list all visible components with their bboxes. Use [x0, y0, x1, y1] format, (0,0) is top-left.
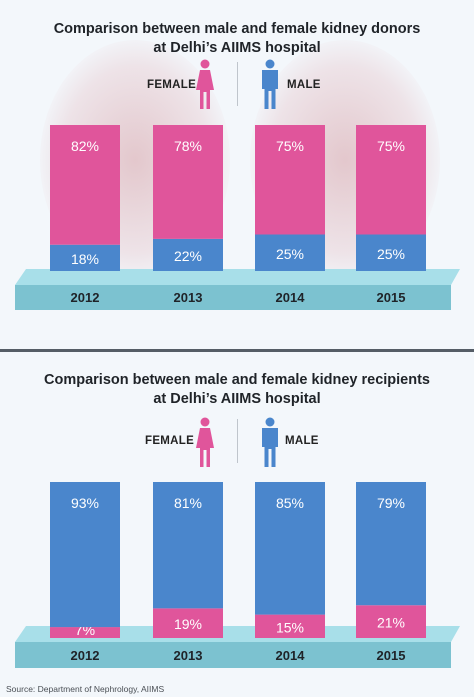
donors-data-label-male-2013: 22%	[174, 248, 202, 264]
donors-data-label-male-2012: 18%	[71, 251, 99, 267]
male-person-icon	[262, 417, 278, 467]
recipients-legend-separator	[237, 419, 238, 463]
donors-tick-label-2012: 2012	[71, 290, 100, 305]
recipients-data-label-male-2014: 85%	[276, 495, 304, 511]
recipients-tick-label-2012: 2012	[71, 648, 100, 663]
recipients-platform-front	[15, 642, 451, 668]
donors-data-label-female-2012: 82%	[71, 138, 99, 154]
recipients-bar-male-2012	[50, 482, 120, 628]
donors-bar-male-2013	[153, 238, 223, 271]
recipients-tick-label-2014: 2014	[276, 648, 306, 663]
recipients-panel: Comparison between male and female kidne…	[0, 353, 474, 697]
male-person-icon	[262, 59, 278, 109]
recipients-data-label-male-2012: 93%	[71, 495, 99, 511]
donors-data-label-female-2013: 78%	[174, 138, 202, 154]
recipients-data-label-male-2015: 79%	[377, 495, 405, 511]
donors-panel: Comparison between male and female kidne…	[0, 20, 474, 109]
donors-chart-title: Comparison between male and female kidne…	[0, 20, 474, 58]
donors-bar-female-2014	[255, 125, 325, 235]
donors-legend-separator	[237, 62, 238, 106]
donors-bar-female-2013	[153, 125, 223, 239]
donors-data-label-male-2014: 25%	[276, 246, 304, 262]
recipients-tick-label-2013: 2013	[174, 648, 203, 663]
recipients-bar-female-2013	[153, 608, 223, 638]
recipients-tick-label-2015: 2015	[377, 648, 406, 663]
donors-tick-label-2014: 2014	[276, 290, 306, 305]
recipients-chart-title: Comparison between male and female kidne…	[0, 371, 474, 409]
recipients-bar-female-2012	[50, 627, 120, 638]
recipients-bar-male-2015	[356, 482, 426, 606]
recipients-data-label-female-2014: 15%	[276, 619, 304, 635]
section-divider	[0, 349, 474, 352]
female-person-icon	[196, 417, 214, 467]
donors-data-label-male-2015: 25%	[377, 246, 405, 262]
source-note: Source: Department of Nephrology, AIIMS	[6, 684, 165, 694]
recipients-bar-female-2014	[255, 614, 325, 638]
donors-bar-female-2012	[50, 125, 120, 245]
donors-bar-male-2012	[50, 244, 120, 271]
recipients-platform-top	[15, 626, 460, 642]
donors-legend-female-label: FEMALE	[147, 79, 197, 91]
donors-title-line-2: at Delhi’s AIIMS hospital	[153, 40, 321, 56]
donors-bar-female-2015	[356, 125, 426, 235]
donors-data-label-female-2015: 75%	[377, 138, 405, 154]
donors-bar-male-2015	[356, 234, 426, 271]
female-person-icon	[196, 59, 214, 109]
donors-plot: 18% 82% 2012 22% 78% 2013 25% 75% 2014 25% 75% 2015	[15, 125, 460, 310]
recipients-data-label-female-2013: 19%	[174, 616, 202, 632]
recipients-title-line-2: at Delhi’s AIIMS hospital	[153, 391, 321, 407]
donors-bar-male-2014	[255, 234, 325, 271]
donors-platform-front	[15, 285, 451, 310]
donors-legend-male-label: MALE	[287, 79, 321, 91]
donors-tick-label-2015: 2015	[377, 290, 406, 305]
recipients-title-line-1: Comparison between male and female kidne…	[44, 372, 430, 388]
recipients-data-label-female-2015: 21%	[377, 615, 405, 631]
recipients-bar-female-2015	[356, 605, 426, 638]
recipients-bar-male-2013	[153, 482, 223, 609]
recipients-bar-male-2014	[255, 482, 325, 615]
recipients-legend-female-label: FEMALE	[145, 435, 195, 447]
donors-title-line-1: Comparison between male and female kidne…	[53, 21, 421, 37]
donors-tick-label-2013: 2013	[174, 290, 203, 305]
recipients-data-label-male-2013: 81%	[174, 495, 202, 511]
recipients-legend-male-label: MALE	[285, 435, 319, 447]
donors-data-label-female-2014: 75%	[276, 138, 304, 154]
donors-platform-top	[15, 269, 460, 285]
